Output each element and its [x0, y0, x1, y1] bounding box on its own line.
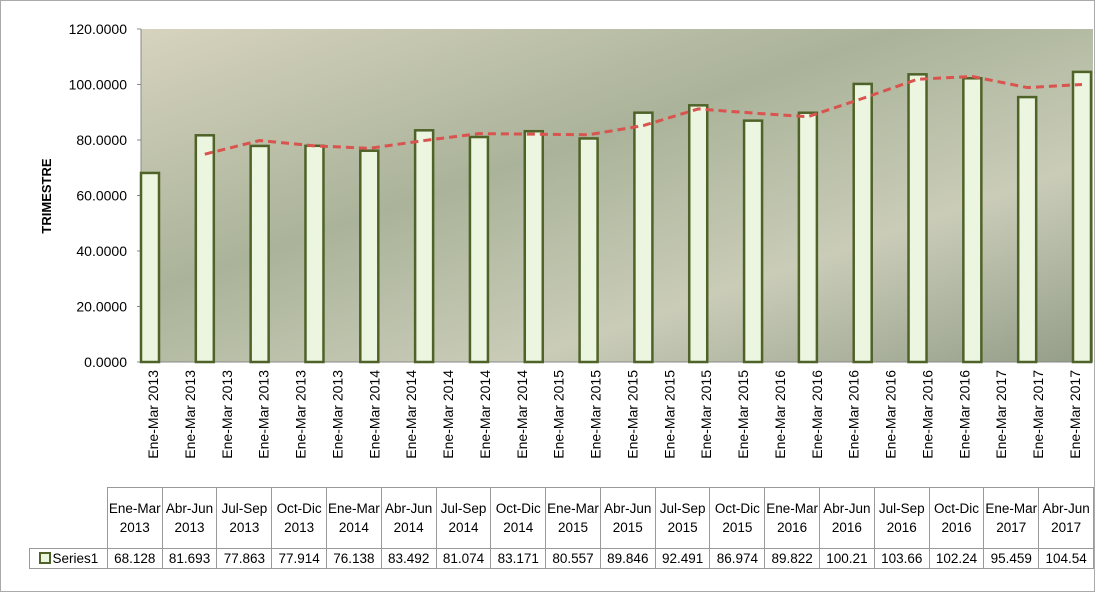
legend-cell: Series1 [30, 549, 108, 569]
table-header: Ene-Mar 2014 [327, 488, 382, 549]
legend-key [39, 552, 51, 564]
x-tick-label: Ene-Mar 2015 [588, 370, 604, 459]
plot: TRIMESTRE 0.0000 20.0000 40.0000 60.0000 80.… [1, 1, 1094, 481]
table-header: Abr-Jun 2015 [600, 488, 655, 549]
table-header: Jul-Sep 2013 [217, 488, 272, 549]
x-tick-label: Ene-Mar 2014 [477, 370, 493, 459]
x-tick-label: Ene-Mar 2014 [440, 370, 456, 459]
bar [251, 146, 269, 362]
bar [580, 138, 598, 362]
table-header: Ene-Mar 2017 [984, 488, 1039, 549]
y-tick-label: 120.0000 [69, 21, 128, 37]
table-value: 89.846 [600, 549, 655, 569]
x-tick-label: Ene-Mar 2016 [846, 370, 862, 459]
table-value: 102.24 [929, 549, 984, 569]
table-value: 95.459 [984, 549, 1039, 569]
table-header: Jul-Sep 2016 [874, 488, 929, 549]
table-value: 81.074 [436, 549, 491, 569]
bar [415, 130, 433, 362]
series-name: Series1 [53, 551, 99, 566]
bar [470, 137, 488, 362]
bar [634, 113, 652, 362]
table-value: 92.491 [655, 549, 710, 569]
table-value: 80.557 [546, 549, 601, 569]
bar [1018, 97, 1036, 362]
table-header: Abr-Jun 2014 [381, 488, 436, 549]
bar [1073, 72, 1091, 362]
y-tick-label: 100.0000 [69, 77, 128, 93]
x-tick-label: Ene-Mar 2014 [403, 370, 419, 459]
x-tick-label: Ene-Mar 2016 [956, 370, 972, 459]
table-value: 77.863 [217, 549, 272, 569]
x-tick-label: Ene-Mar 2015 [624, 370, 640, 459]
x-tick-label: Ene-Mar 2013 [145, 370, 161, 459]
table-value: 77.914 [272, 549, 327, 569]
y-tick-label: 80.0000 [76, 132, 127, 148]
x-tick-label: Ene-Mar 2015 [698, 370, 714, 459]
table-header: Jul-Sep 2014 [436, 488, 491, 549]
x-tick-label: Ene-Mar 2017 [1067, 370, 1083, 459]
x-tick-label: Ene-Mar 2014 [514, 370, 530, 459]
table-header: Oct-Dic 2014 [491, 488, 546, 549]
table-header: Abr-Jun 2017 [1039, 488, 1094, 549]
table-value: 83.492 [381, 549, 436, 569]
x-tick-label: Ene-Mar 2015 [551, 370, 567, 459]
x-tick-label: Ene-Mar 2013 [293, 370, 309, 459]
table-header: Oct-Dic 2016 [929, 488, 984, 549]
table-value: 76.138 [327, 549, 382, 569]
bar [360, 151, 378, 362]
table-value: 86.974 [710, 549, 765, 569]
x-tick-label: Ene-Mar 2013 [256, 370, 272, 459]
table-header: Ene-Mar 2013 [107, 488, 162, 549]
bar [689, 105, 707, 362]
y-axis-title: TRIMESTRE [39, 158, 54, 233]
table-header: Ene-Mar 2016 [765, 488, 820, 549]
bar [196, 135, 214, 362]
bar [141, 173, 159, 362]
bar [963, 78, 981, 362]
x-tick-label: Ene-Mar 2014 [366, 370, 382, 459]
x-tick-label: Ene-Mar 2017 [993, 370, 1009, 459]
table-header: Oct-Dic 2015 [710, 488, 765, 549]
x-tick-label: Ene-Mar 2017 [1030, 370, 1046, 459]
bar [854, 84, 872, 362]
table-header: Jul-Sep 2015 [655, 488, 710, 549]
bar [909, 74, 927, 362]
bar [799, 113, 817, 362]
blank-cell [30, 488, 108, 549]
table-value: 103.66 [874, 549, 929, 569]
x-tick-label: Ene-Mar 2016 [772, 370, 788, 459]
x-tick-label: Ene-Mar 2016 [809, 370, 825, 459]
x-tick-label: Ene-Mar 2013 [329, 370, 345, 459]
x-tick-label: Ene-Mar 2015 [735, 370, 751, 459]
x-tick-label: Ene-Mar 2016 [919, 370, 935, 459]
bar [525, 131, 543, 362]
y-tick-label: 40.0000 [76, 243, 127, 259]
table-header: Ene-Mar 2015 [546, 488, 601, 549]
y-tick-label: 60.0000 [76, 188, 127, 204]
chart: TRIMESTRE 0.0000 20.0000 40.0000 60.0000 80.… [0, 0, 1095, 592]
y-tick-label: 0.0000 [84, 354, 127, 370]
y-tick-label: 20.0000 [76, 299, 127, 315]
x-tick-label: Ene-Mar 2013 [219, 370, 235, 459]
table-value: 68.128 [107, 549, 162, 569]
table-header: Oct-Dic 2013 [272, 488, 327, 549]
x-tick-label: Ene-Mar 2016 [883, 370, 899, 459]
table-value: 89.822 [765, 549, 820, 569]
table-value: 104.54 [1039, 549, 1094, 569]
table-header: Abr-Jun 2016 [820, 488, 875, 549]
table-value: 81.693 [162, 549, 217, 569]
table-header: Abr-Jun 2013 [162, 488, 217, 549]
table-value: 83.171 [491, 549, 546, 569]
x-tick-label: Ene-Mar 2013 [182, 370, 198, 459]
bar [305, 146, 323, 362]
table-value: 100.21 [820, 549, 875, 569]
bar [744, 121, 762, 362]
x-tick-label: Ene-Mar 2015 [661, 370, 677, 459]
